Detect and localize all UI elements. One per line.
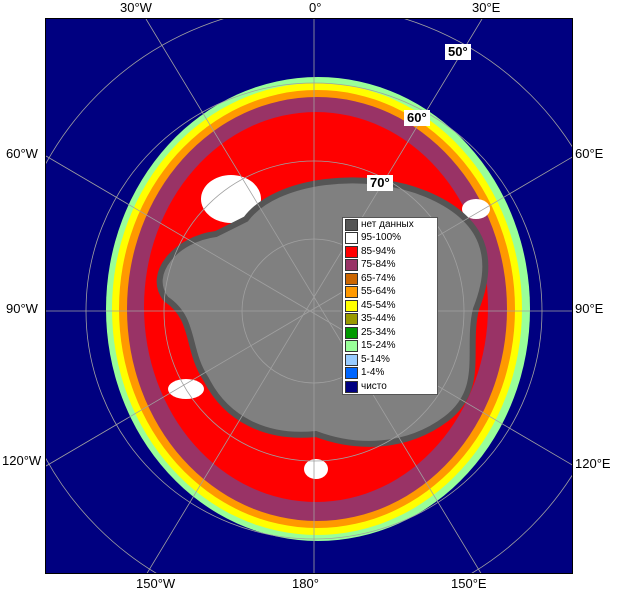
legend-item: 65-74% (343, 272, 437, 286)
lon-label-180: 180° (292, 576, 319, 591)
ice-patch-white (462, 199, 490, 219)
lon-label-90w: 90°W (6, 301, 38, 316)
legend-item: 15-24% (343, 340, 437, 354)
ice-patch-white (201, 175, 261, 223)
lat-label-70: 70° (367, 175, 393, 191)
meridian-60e-120w (46, 156, 572, 467)
legend-label: 35-44% (361, 313, 396, 325)
legend-swatch (345, 299, 358, 312)
lon-label-150e: 150°E (451, 576, 487, 591)
lon-label-30e: 30°E (472, 0, 501, 15)
lon-label-120w: 120°W (2, 453, 42, 468)
legend-label: нет данных (361, 218, 414, 230)
lon-label-0: 0° (309, 0, 322, 15)
lat-label-50: 50° (445, 44, 471, 60)
legend-swatch (345, 286, 358, 299)
legend-swatch (345, 313, 358, 326)
legend-label: 25-34% (361, 326, 396, 338)
legend-swatch (345, 232, 358, 245)
legend-item: 35-44% (343, 313, 437, 327)
lon-label-150w: 150°W (136, 576, 176, 591)
legend-swatch (345, 367, 358, 380)
legend-item: 5-14% (343, 353, 437, 367)
legend-item: 55-64% (343, 286, 437, 300)
lon-label-90e: 90°E (575, 301, 604, 316)
lon-label-120e: 120°E (575, 456, 611, 471)
lat-label-60: 60° (404, 110, 430, 126)
lon-label-60e: 60°E (575, 146, 604, 161)
legend-label: 85-94% (361, 245, 396, 257)
legend-swatch (345, 380, 358, 393)
lon-label-30w: 30°W (120, 0, 152, 15)
legend-swatch (345, 218, 358, 231)
legend-label: 95-100% (361, 232, 402, 244)
legend-label: 15-24% (361, 340, 396, 352)
legend-item: нет данных (343, 218, 437, 232)
lon-label-60w: 60°W (6, 146, 38, 161)
legend-swatch (345, 353, 358, 366)
legend-label: 75-84% (361, 259, 396, 271)
legend-item: 75-84% (343, 259, 437, 273)
legend-label: 55-64% (361, 286, 396, 298)
legend-item: 85-94% (343, 245, 437, 259)
legend-item: 25-34% (343, 326, 437, 340)
legend-swatch (345, 326, 358, 339)
legend-item: 1-4% (343, 367, 437, 381)
legend-label: чисто (361, 380, 387, 392)
legend-label: 5-14% (361, 353, 390, 365)
legend-swatch (345, 245, 358, 258)
ice-patch-white (304, 459, 328, 479)
legend-item: 45-54% (343, 299, 437, 313)
legend-label: 45-54% (361, 299, 396, 311)
legend-swatch (345, 259, 358, 272)
map-frame (45, 18, 573, 574)
polar-sea-ice-map (46, 19, 572, 573)
legend-item: чисто (343, 380, 437, 394)
legend-swatch (345, 340, 358, 353)
legend-label: 65-74% (361, 272, 396, 284)
legend-swatch (345, 272, 358, 285)
legend: нет данных 95-100% 85-94% 75-84% 65-74% 55-64… (342, 217, 438, 395)
legend-label: 1-4% (361, 367, 385, 379)
legend-item: 95-100% (343, 232, 437, 246)
